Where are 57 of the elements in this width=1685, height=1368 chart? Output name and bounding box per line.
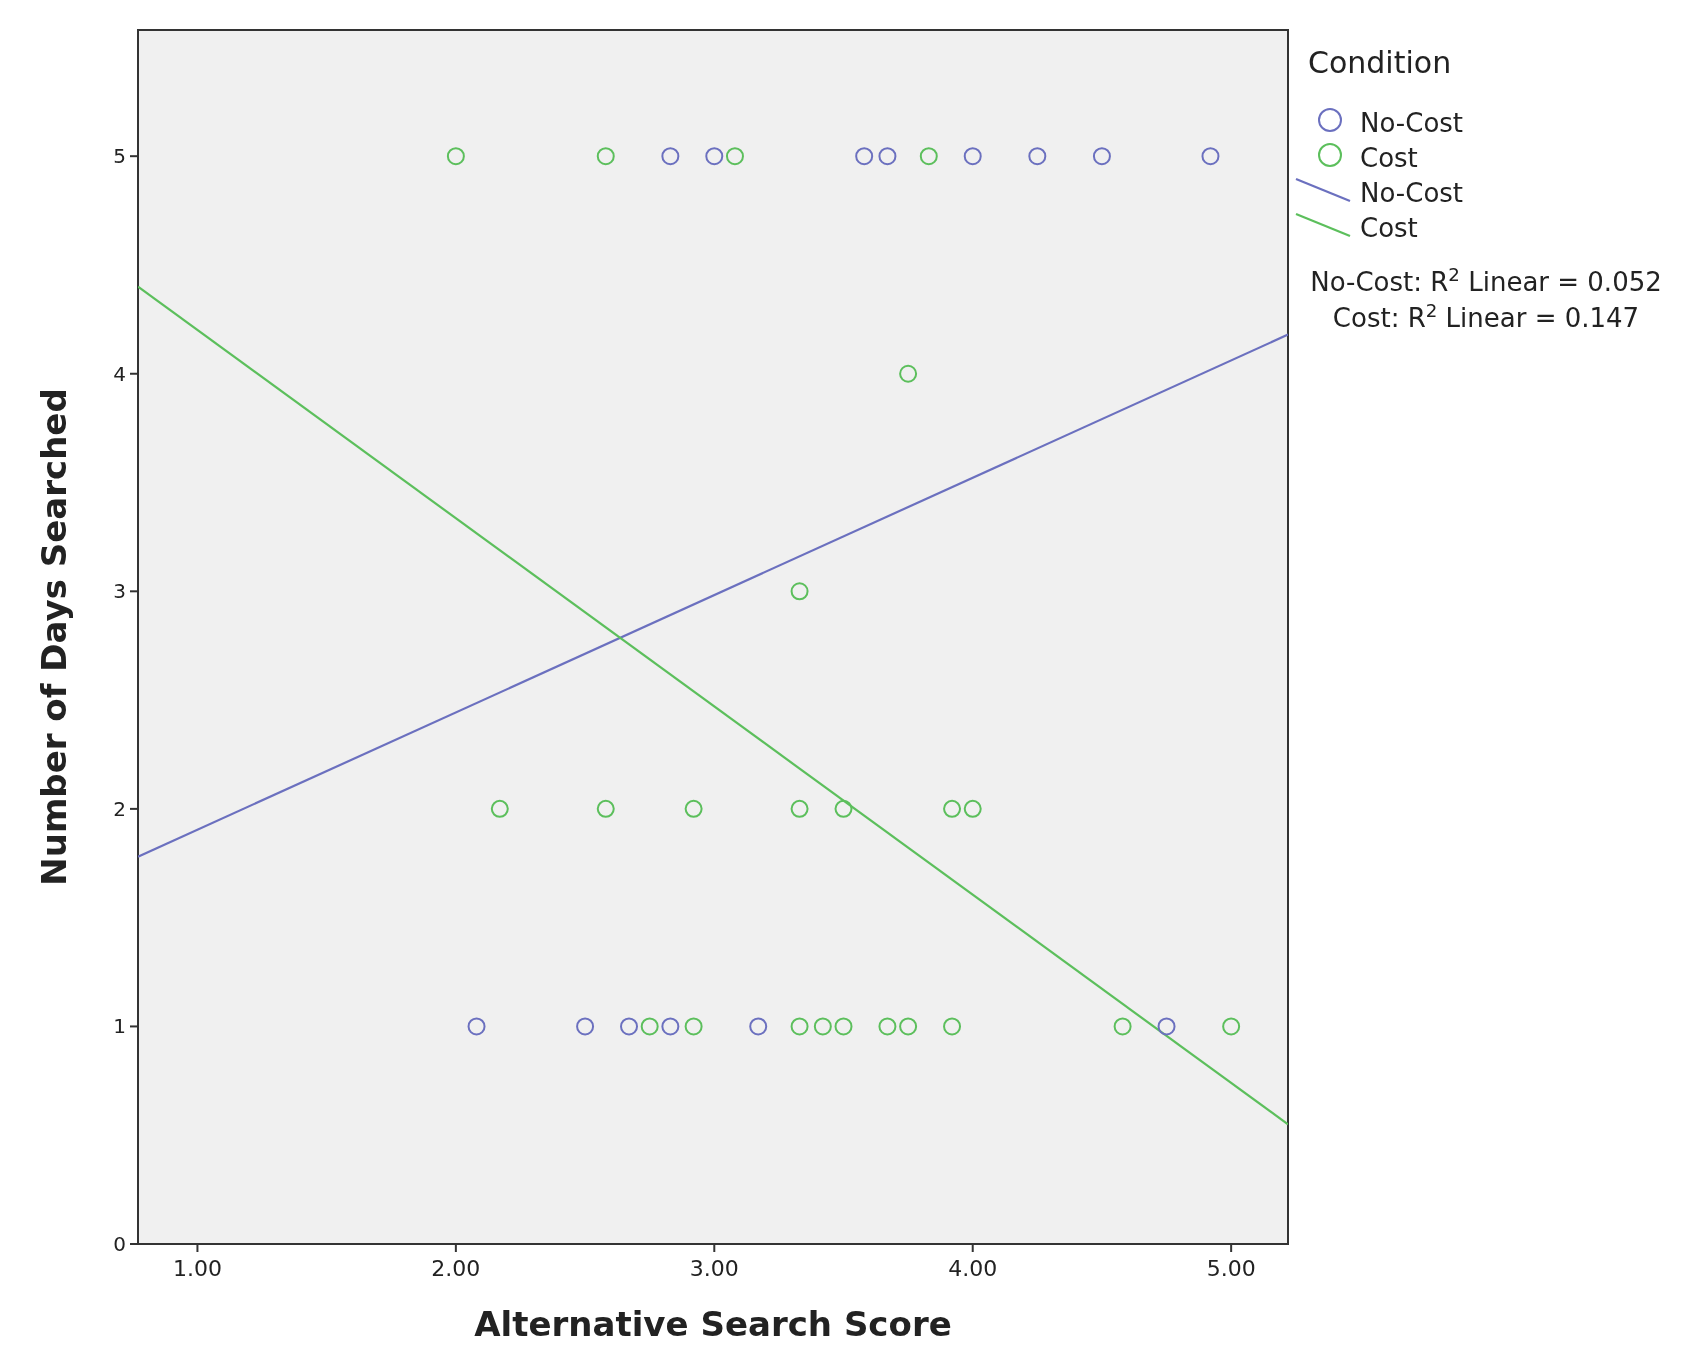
point [661,147,680,166]
point [576,1017,595,1036]
point [1201,147,1220,166]
y-axis-title: Number of Days Searched [34,388,74,886]
point [790,582,809,601]
y-tick-label: 4 [113,361,126,386]
point [834,1017,853,1036]
point [596,799,615,818]
point [878,1017,897,1036]
point [1222,1017,1241,1036]
point [596,147,615,166]
y-tick-label: 5 [113,144,126,169]
point [813,1017,832,1036]
point [620,1017,639,1036]
point [878,147,897,166]
point [1028,147,1047,166]
point [919,147,938,166]
point [943,799,962,818]
point [899,364,918,383]
point [834,799,853,818]
legend-label: No-Cost [1360,108,1464,139]
point [790,1017,809,1036]
y-tick-label: 2 [113,796,126,821]
point [684,799,703,818]
point [1113,1017,1132,1036]
point [661,1017,680,1036]
point [963,799,982,818]
x-tick-label: 4.00 [948,1256,998,1281]
legend-label: Cost [1360,213,1418,244]
x-tick-label: 3.00 [689,1256,739,1281]
text: Cost: R$^{2}$ Linear = 0.147 [1332,299,1640,333]
text: No-Cost: R$^{2}$ Linear = 0.052 [1310,263,1662,297]
point [640,1017,659,1036]
point [1157,1017,1176,1036]
y-tick-label: 3 [113,579,126,604]
point [943,1017,962,1036]
x-tick-label: 1.00 [172,1256,222,1281]
point [790,799,809,818]
point [446,147,465,166]
point [855,147,874,166]
y-tick-label: 1 [113,1014,126,1039]
point [705,147,724,166]
point [684,1017,703,1036]
legend-title: Condition [1308,45,1452,80]
point [490,799,509,818]
point [899,1017,918,1036]
x-axis-title: Alternative Search Score [474,1304,952,1344]
legend-label: Cost [1360,143,1418,174]
point [749,1017,768,1036]
point [963,147,982,166]
y-tick-label: 0 [113,1232,126,1256]
point [725,147,744,166]
x-tick-label: 5.00 [1206,1256,1256,1281]
legend-label: No-Cost [1360,178,1464,209]
x-tick-label: 2.00 [431,1256,481,1281]
point [1092,147,1111,166]
point [467,1017,486,1036]
